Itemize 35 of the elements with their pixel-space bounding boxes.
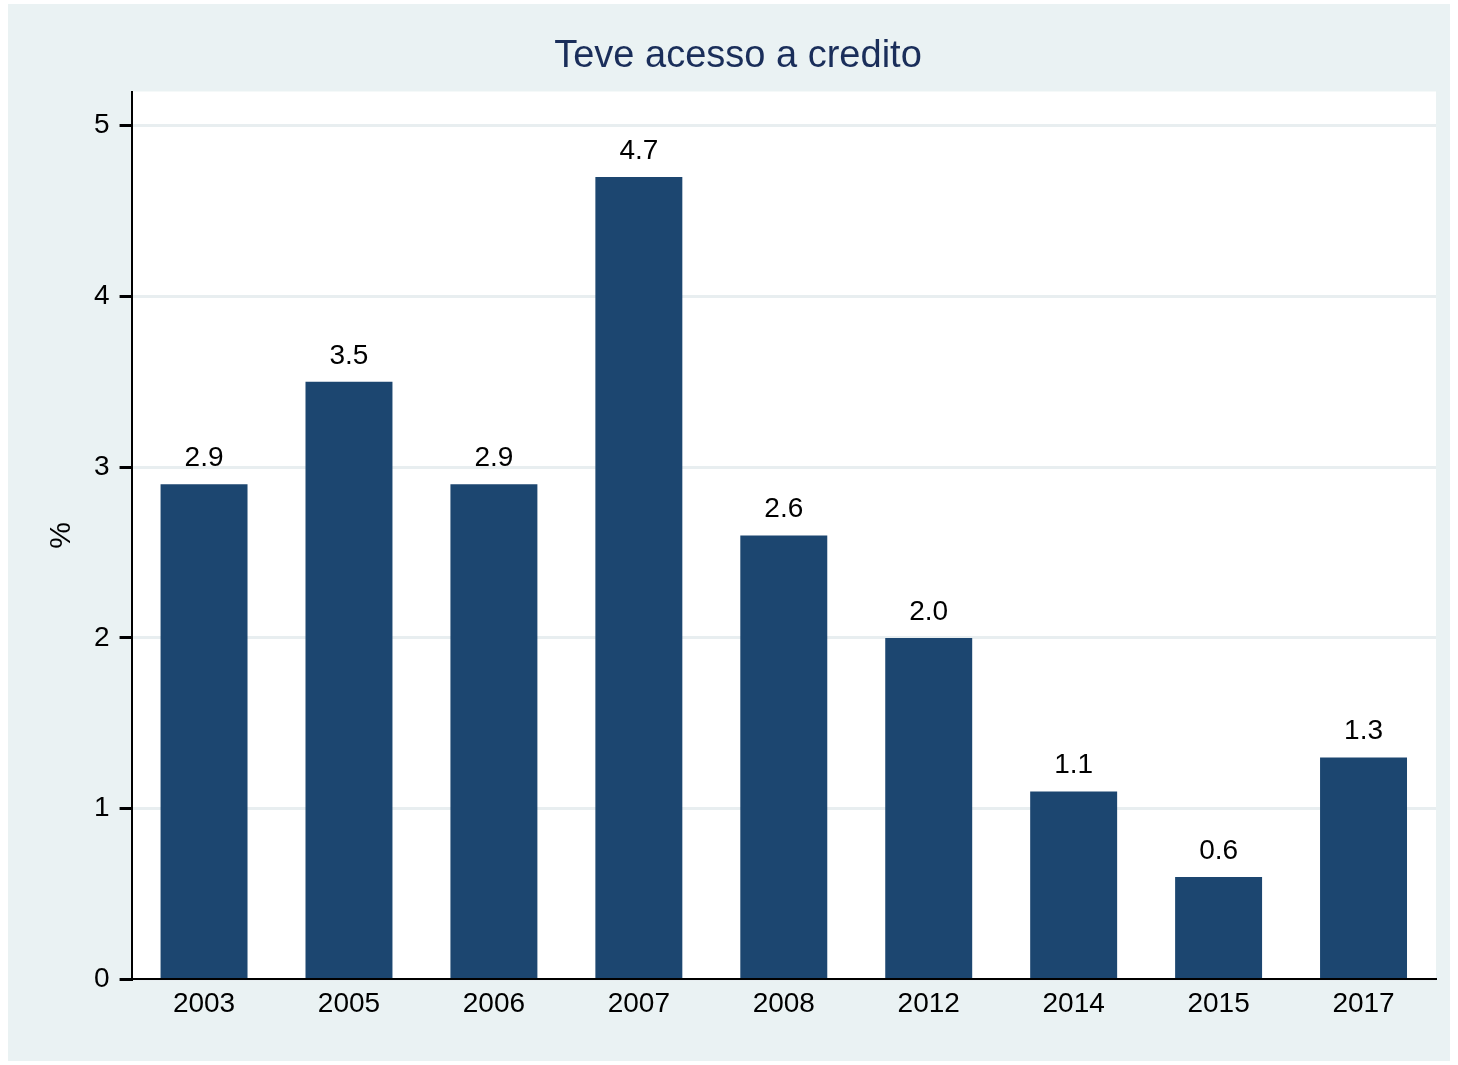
y-axis-title: % [43, 522, 77, 549]
bar [1320, 757, 1408, 978]
x-tick-label: 2015 [1187, 986, 1250, 1018]
data-label: 3.5 [329, 338, 369, 370]
y-tick-label: 4 [93, 279, 110, 311]
data-label: 0.6 [1199, 833, 1239, 865]
x-tick-label: 2006 [462, 986, 526, 1018]
x-tick-label: 2005 [317, 986, 381, 1018]
y-tick-label: 5 [93, 108, 110, 140]
bar [450, 484, 538, 978]
y-tick-label: 2 [93, 620, 110, 652]
y-tick-label: 3 [93, 449, 110, 481]
y-tick-label: 0 [93, 962, 110, 994]
data-label: 2.0 [909, 594, 949, 626]
x-tick-label: 2003 [172, 986, 236, 1018]
x-tick-label: 2017 [1332, 986, 1395, 1018]
data-label: 2.9 [474, 441, 514, 472]
data-label: 1.3 [1344, 714, 1383, 746]
data-label: 2.6 [764, 492, 804, 524]
data-label: 1.1 [1054, 748, 1094, 780]
bar [1175, 876, 1263, 978]
x-tick-label: 2007 [607, 986, 670, 1018]
bar [885, 637, 973, 978]
x-tick-label: 2008 [752, 986, 815, 1018]
x-tick-label: 2014 [1042, 986, 1105, 1018]
bar [160, 484, 248, 978]
bar [305, 381, 393, 978]
chart-title: Teve acesso a credito [554, 33, 922, 76]
bar [1030, 791, 1118, 978]
bar [740, 535, 828, 978]
bar [595, 176, 683, 978]
x-tick-label: 2012 [897, 986, 960, 1018]
y-tick-label: 1 [93, 791, 110, 823]
data-label: 2.9 [184, 441, 224, 472]
data-label: 4.7 [619, 133, 659, 165]
